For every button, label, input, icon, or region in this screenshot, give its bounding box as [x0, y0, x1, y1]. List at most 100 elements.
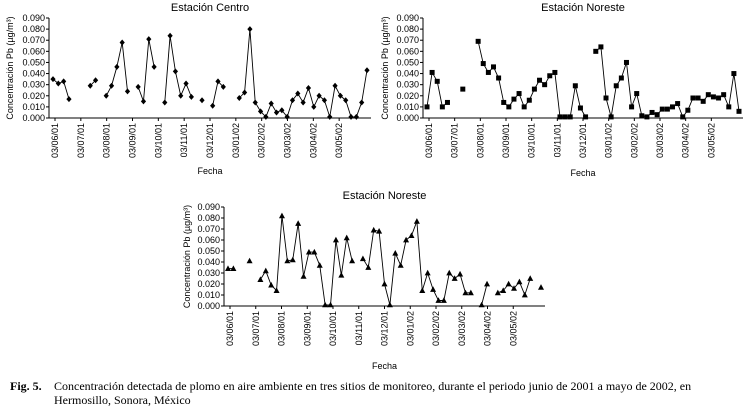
data-point: [634, 91, 640, 97]
data-point: [440, 297, 447, 303]
data-point: [370, 226, 377, 233]
data-point: [257, 108, 264, 115]
data-point: [490, 64, 496, 70]
x-tick-label: 03/10/01: [328, 311, 338, 346]
x-tick-label: 03/02/02: [431, 311, 441, 346]
y-tick-label: 0.090: [197, 202, 220, 212]
data-point: [135, 83, 141, 90]
data-point: [435, 297, 442, 303]
data-point: [332, 236, 339, 243]
figure-caption: Fig. 5. Concentración detectada de plomo …: [10, 379, 740, 407]
data-point: [273, 109, 280, 116]
series-line: [595, 45, 740, 118]
x-tick-label: 03/11/01: [354, 311, 364, 345]
data-point: [521, 291, 528, 298]
x-tick-label: 03/09/01: [128, 123, 138, 158]
data-point: [623, 59, 629, 65]
series-line: [426, 71, 448, 108]
data-point: [199, 97, 205, 104]
y-tick-label: 0.090: [396, 13, 419, 23]
data-point: [295, 220, 302, 226]
data-point: [273, 287, 280, 293]
charts-canvas: Estación Centro0.0000.0100.0200.0300.040…: [5, 2, 743, 371]
data-point: [547, 73, 553, 79]
data-point: [462, 289, 469, 296]
data-point: [618, 75, 624, 81]
data-point: [172, 68, 179, 75]
data-point: [92, 77, 99, 84]
data-point: [311, 248, 318, 255]
data-point: [268, 281, 275, 288]
data-point: [526, 97, 532, 103]
x-tick-label: 03/06/01: [50, 123, 60, 158]
data-point: [114, 63, 120, 70]
data-point: [505, 280, 512, 287]
y-tick-label: 0.030: [396, 80, 419, 90]
data-point: [103, 92, 109, 99]
series-line: [52, 78, 70, 100]
data-point: [494, 289, 501, 296]
data-point: [467, 289, 474, 296]
data-point: [359, 99, 365, 106]
y-tick-label: 0.010: [197, 290, 220, 300]
data-point: [408, 232, 415, 238]
data-point: [50, 76, 56, 83]
y-tick-label: 0.020: [396, 91, 419, 101]
data-point: [664, 106, 670, 112]
data-point: [183, 80, 189, 87]
data-point: [680, 114, 686, 120]
data-point: [629, 104, 635, 110]
y-tick-label: 0.040: [396, 69, 419, 79]
data-point: [55, 80, 61, 87]
data-point: [322, 301, 329, 308]
series-line: [212, 80, 224, 106]
data-point: [268, 100, 274, 107]
data-point: [327, 113, 333, 120]
x-tick-label: 03/04/02: [483, 311, 493, 346]
y-axis-label: Concentración Pb (µg/m³): [5, 16, 15, 119]
data-point: [263, 113, 269, 120]
y-tick-label: 0.020: [22, 91, 45, 101]
data-point: [516, 278, 523, 285]
y-tick-label: 0.010: [396, 102, 419, 112]
x-tick-label: 03/05/02: [334, 123, 344, 158]
x-tick-label: 03/03/02: [283, 123, 293, 158]
data-point: [66, 96, 72, 103]
data-point: [649, 109, 655, 115]
data-point: [583, 114, 589, 120]
y-tick-label: 0.080: [396, 24, 419, 34]
data-point: [726, 104, 732, 110]
caption-text: Concentración detectada de plomo en aire…: [54, 379, 692, 407]
data-point: [562, 114, 568, 120]
x-tick-label: 03/04/02: [681, 123, 691, 158]
data-point: [608, 114, 614, 120]
y-tick-label: 0.080: [22, 24, 45, 34]
x-tick-label: 03/02/02: [629, 123, 639, 158]
y-tick-label: 0.060: [396, 46, 419, 56]
y-tick-label: 0.010: [22, 102, 45, 112]
chart-title: Estación Centro: [171, 2, 249, 14]
data-point: [506, 104, 512, 110]
data-point: [332, 82, 338, 89]
data-point: [478, 301, 485, 308]
data-point: [538, 284, 544, 290]
x-tick-label: 03/11/01: [552, 123, 562, 157]
data-point: [178, 92, 184, 99]
y-tick-label: 0.050: [197, 246, 220, 256]
y-tick-label: 0.070: [197, 224, 220, 234]
data-point: [305, 248, 312, 255]
data-point: [424, 104, 430, 110]
data-point: [484, 280, 491, 287]
data-point: [521, 104, 527, 110]
chart-2: Estación Noreste 0.0000.0100.0200.0300.04…: [380, 2, 743, 178]
data-point: [670, 104, 676, 110]
x-tick-label: 03/08/01: [102, 123, 112, 158]
data-point: [365, 264, 372, 270]
series-line: [481, 283, 488, 306]
data-point: [151, 63, 157, 70]
data-point: [108, 82, 115, 89]
chart-title: Estación Noreste: [541, 2, 625, 14]
data-point: [557, 114, 563, 120]
data-point: [577, 105, 583, 111]
x-tick-label: 03/05/02: [706, 123, 716, 158]
